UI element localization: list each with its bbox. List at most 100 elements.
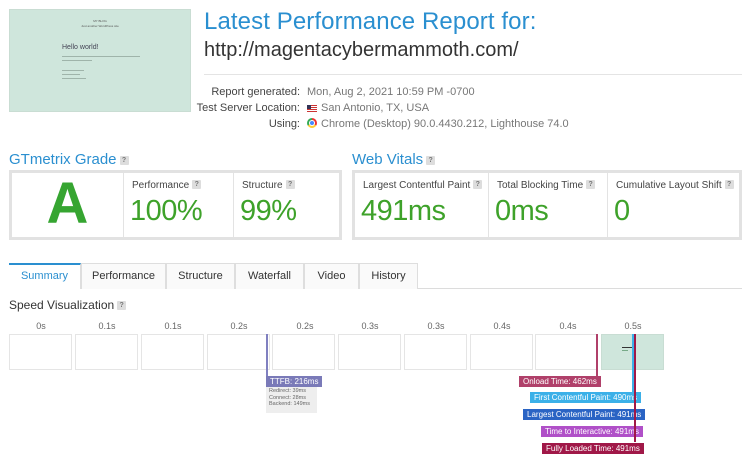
grade-letter: A (46, 171, 89, 236)
lcp-cell: Largest Contentful Paint? 491ms (355, 173, 488, 237)
meta-label: Using: (268, 118, 300, 130)
web-vitals-box: Largest Contentful Paint? 491ms Total Bl… (352, 170, 742, 240)
structure-label: Structure (242, 180, 283, 191)
performance-cell: Performance? 100% (123, 173, 233, 237)
tbt-label: Total Blocking Time (497, 180, 584, 191)
filmstrip-frame[interactable] (207, 334, 270, 370)
help-icon[interactable]: ? (586, 180, 596, 189)
help-icon[interactable]: ? (119, 156, 129, 165)
tbt-label-wrap: Total Blocking Time? (497, 180, 596, 191)
tti-label: Time to Interactive: 491ms (541, 426, 643, 437)
filmstrip-frame[interactable] (9, 334, 72, 370)
cls-label-wrap: Cumulative Layout Shift? (616, 180, 734, 191)
fcp-marker-line (632, 334, 634, 392)
structure-label-wrap: Structure? (242, 180, 295, 191)
tbt-value: 0ms (495, 195, 549, 227)
thumbnail-heading: Hello world! (62, 44, 99, 51)
timeline-tick: 0.3s (427, 321, 445, 331)
tab-structure[interactable]: Structure (166, 263, 235, 289)
meta-row-location: Test Server Location: San Antonio, TX, U… (190, 100, 750, 116)
header-divider (204, 74, 742, 75)
help-icon[interactable]: ? (192, 180, 202, 189)
gtmetrix-grade-heading: GTmetrix Grade? (9, 151, 129, 168)
filmstrip-frame[interactable] (338, 334, 401, 370)
thumbnail-text-line (62, 74, 80, 75)
lcp-label: Largest Contentful Paint: 491ms (523, 409, 646, 420)
filmstrip-frame[interactable] (404, 334, 467, 370)
ttfb-breakdown: Redirect: 39ms Connect: 28ms Backend: 14… (266, 387, 317, 413)
fully-loaded-label: Fully Loaded Time: 491ms (542, 443, 644, 454)
section-title: GTmetrix Grade (9, 151, 117, 168)
timeline-tick: 0.1s (98, 321, 116, 331)
lcp-label: Largest Contentful Paint (363, 180, 471, 191)
timeline-tick: 0s (36, 321, 46, 331)
thumbnail-tagline: Just another WordPress site (81, 24, 119, 28)
help-icon[interactable]: ? (473, 180, 483, 189)
performance-label-wrap: Performance? (132, 180, 202, 191)
tab-video[interactable]: Video (304, 263, 359, 289)
timeline-tick: 0.2s (296, 321, 314, 331)
report-meta: Report generated: Mon, Aug 2, 2021 10:59… (190, 84, 750, 132)
cls-cell: Cumulative Layout Shift? 0 (607, 173, 739, 237)
onload-label: Onload Time: 462ms (519, 376, 601, 387)
fcp-label: First Contentful Paint: 490ms (530, 392, 642, 403)
structure-value: 99% (240, 195, 297, 227)
report-url[interactable]: http://magentacybermammoth.com/ (204, 39, 519, 61)
us-flag-icon (307, 105, 317, 112)
ttfb-backend: Backend: 149ms (269, 401, 310, 407)
timeline-tick: 0.3s (361, 321, 379, 331)
meta-value-wrap: Chrome (Desktop) 90.0.4430.212, Lighthou… (307, 116, 569, 132)
gtmetrix-grade-box: A Performance? 100% Structure? 99% (9, 170, 342, 240)
tab-waterfall[interactable]: Waterfall (235, 263, 304, 289)
ttfb-connect: Connect: 28ms (269, 394, 306, 401)
filmstrip-frame[interactable] (272, 334, 335, 370)
meta-value-wrap: San Antonio, TX, USA (307, 100, 429, 116)
tbt-cell: Total Blocking Time? 0ms (488, 173, 607, 237)
help-icon[interactable]: ? (285, 180, 295, 189)
timeline-tick: 0.2s (230, 321, 248, 331)
thumbnail-site-title: MY BLOG (93, 19, 107, 23)
filmstrip-frame[interactable] (470, 334, 533, 370)
filmstrip-frame[interactable] (141, 334, 204, 370)
section-title: Web Vitals (352, 151, 424, 168)
tab-performance[interactable]: Performance (81, 263, 166, 289)
meta-value: San Antonio, TX, USA (321, 102, 430, 114)
cls-label: Cumulative Layout Shift (616, 180, 722, 191)
meta-value: Chrome (Desktop) 90.0.4430.212, Lighthou… (321, 118, 569, 130)
web-vitals-heading: Web Vitals? (352, 151, 436, 168)
page-screenshot-thumbnail[interactable]: MY BLOG Just another WordPress site Hell… (9, 9, 191, 112)
filmstrip-frame[interactable] (535, 334, 598, 370)
speed-visualization-heading: Speed Visualization? (9, 298, 127, 312)
fully-loaded-marker-line (634, 334, 636, 442)
structure-cell: Structure? 99% (233, 173, 339, 237)
performance-label: Performance (132, 180, 190, 191)
grade-cell: A (12, 171, 123, 237)
help-icon[interactable]: ? (724, 180, 734, 189)
ttfb-label: TTFB: 216ms (266, 376, 323, 387)
thumbnail-text-line (62, 78, 86, 79)
frame-text-line (622, 347, 632, 348)
lcp-label-wrap: Largest Contentful Paint? (363, 180, 483, 191)
onload-marker-line (596, 334, 598, 376)
timeline-tick: 0.5s (624, 321, 642, 331)
section-title: Speed Visualization (9, 298, 115, 312)
timeline-tick: 0.1s (164, 321, 182, 331)
performance-value: 100% (130, 195, 203, 227)
lcp-value: 491ms (361, 195, 446, 227)
report-tabs: Summary Performance Structure Waterfall … (9, 263, 742, 289)
chrome-icon (307, 118, 317, 128)
frame-text-line (622, 350, 628, 351)
meta-value: Mon, Aug 2, 2021 10:59 PM -0700 (307, 86, 475, 98)
tab-history[interactable]: History (359, 263, 418, 289)
timeline-tick: 0.4s (559, 321, 577, 331)
meta-label: Test Server Location: (196, 102, 300, 114)
help-icon[interactable]: ? (117, 301, 127, 310)
thumbnail-text-line (62, 70, 84, 71)
help-icon[interactable]: ? (426, 156, 436, 165)
meta-row-using: Using: Chrome (Desktop) 90.0.4430.212, L… (190, 116, 750, 132)
timeline-tick: 0.4s (493, 321, 511, 331)
thumbnail-text-line (62, 56, 140, 57)
report-title: Latest Performance Report for: (204, 8, 537, 35)
tab-summary[interactable]: Summary (9, 263, 81, 289)
filmstrip-frame[interactable] (75, 334, 138, 370)
